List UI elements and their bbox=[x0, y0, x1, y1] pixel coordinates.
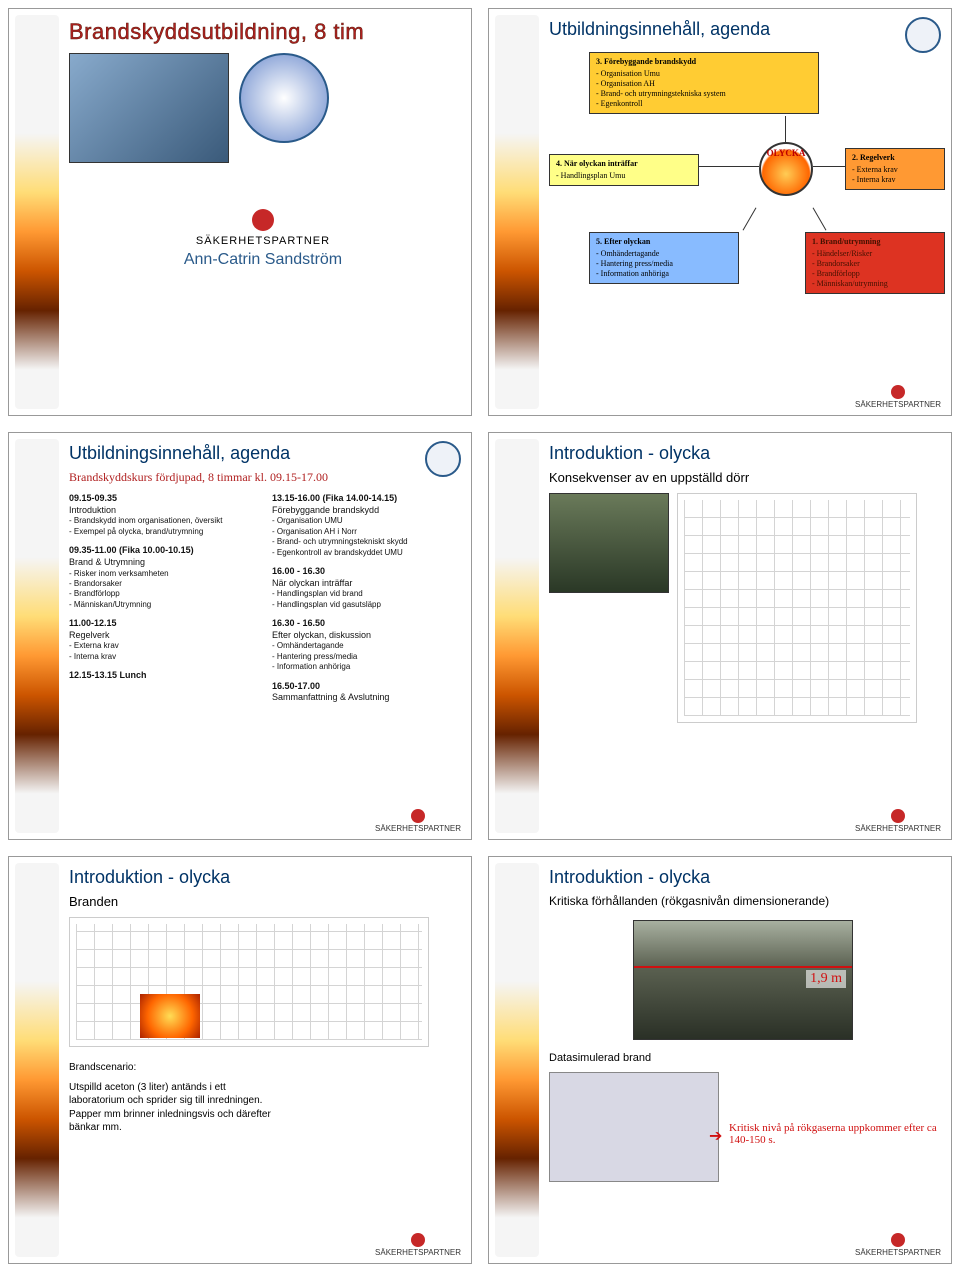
partner-label: SÄKERHETSPARTNER bbox=[69, 235, 457, 247]
critical-text: ➔ Kritisk nivå på rökgaserna uppkommer e… bbox=[729, 1122, 937, 1146]
simulation-screenshot bbox=[549, 1072, 719, 1182]
slide2-title: Utbildningsinnehåll, agenda bbox=[549, 19, 937, 40]
slide4-sub: Konsekvenser av en uppställd dörr bbox=[549, 470, 937, 485]
schedule-left: 09.15-09.35 Introduktion - Brandskydd in… bbox=[69, 493, 254, 712]
slide-5: Introduktion - olycka Branden Brandscena… bbox=[8, 856, 472, 1264]
slide6-sub: Kritiska förhållanden (rökgasnivån dimen… bbox=[549, 894, 937, 908]
connector bbox=[813, 166, 845, 167]
flow-box-2: 2. Regelverk - Externa krav - Interna kr… bbox=[845, 148, 945, 190]
footer-logo: SÄKERHETSPARTNER bbox=[375, 809, 461, 833]
flow-box-1: 1. Brand/utrymning - Händelser/Risker - … bbox=[805, 232, 945, 294]
arrow-icon: ➔ bbox=[709, 1126, 722, 1146]
schedule: 09.15-09.35 Introduktion - Brandskydd in… bbox=[69, 493, 457, 712]
corridor-photo: 1,9 m bbox=[633, 920, 853, 1040]
footer-logo-icon bbox=[891, 809, 905, 823]
presenter-name: Ann-Catrin Sandström bbox=[69, 251, 457, 269]
sim-label: Datasimulerad brand bbox=[549, 1052, 937, 1064]
flow-hub: OLYCKA bbox=[759, 142, 813, 196]
course-line: Brandskyddskurs fördjupad, 8 timmar kl. … bbox=[69, 470, 457, 485]
connector bbox=[785, 116, 786, 142]
fire-icon bbox=[140, 994, 200, 1038]
footer-logo: SÄKERHETSPARTNER bbox=[855, 385, 941, 409]
connector bbox=[813, 207, 827, 230]
door-photo bbox=[549, 493, 669, 593]
slide1-title: Brandskyddsutbildning, 8 tim bbox=[69, 19, 457, 45]
hub-label: OLYCKA bbox=[767, 148, 806, 158]
connector bbox=[699, 166, 759, 167]
footer-logo: SÄKERHETSPARTNER bbox=[375, 1233, 461, 1257]
flame-strip bbox=[495, 439, 539, 833]
partner-logo-icon bbox=[252, 209, 274, 231]
flame-strip bbox=[495, 863, 539, 1257]
footer-logo: SÄKERHETSPARTNER bbox=[855, 1233, 941, 1257]
footer-logo-icon bbox=[411, 1233, 425, 1247]
flame-strip bbox=[495, 15, 539, 409]
slide4-title: Introduktion - olycka bbox=[549, 443, 937, 464]
flow-box-4: 4. När olyckan inträffar - Handlingsplan… bbox=[549, 154, 699, 186]
slide-6: Introduktion - olycka Kritiska förhållan… bbox=[488, 856, 952, 1264]
footer-logo: SÄKERHETSPARTNER bbox=[855, 809, 941, 833]
scenario-body: Utspilld aceton (3 liter) antänds i ett … bbox=[69, 1081, 279, 1135]
flow-box-3: 3. Förebyggande brandskydd - Organisatio… bbox=[589, 52, 819, 114]
flame-strip bbox=[15, 439, 59, 833]
slide-2: Utbildningsinnehåll, agenda 3. Förebygga… bbox=[488, 8, 952, 416]
footer-logo-icon bbox=[891, 1233, 905, 1247]
flame-strip bbox=[15, 863, 59, 1257]
scenario-heading: Brandscenario: bbox=[69, 1061, 279, 1075]
floorplan-fire bbox=[69, 917, 429, 1047]
slide3-title: Utbildningsinnehåll, agenda bbox=[69, 443, 457, 464]
box3-title: 3. Förebyggande brandskydd bbox=[596, 57, 812, 67]
slide5-sub: Branden bbox=[69, 894, 457, 909]
critical-line bbox=[634, 966, 852, 968]
slide5-title: Introduktion - olycka bbox=[69, 867, 457, 888]
footer-logo-icon bbox=[411, 809, 425, 823]
height-label: 1,9 m bbox=[806, 970, 846, 988]
university-seal-icon bbox=[425, 441, 461, 477]
slide-3: Utbildningsinnehåll, agenda Brandskyddsk… bbox=[8, 432, 472, 840]
connector bbox=[743, 207, 757, 230]
photo-placeholder bbox=[69, 53, 229, 163]
slide6-title: Introduktion - olycka bbox=[549, 867, 937, 888]
flow-box-5: 5. Efter olyckan - Omhändertagande - Han… bbox=[589, 232, 739, 284]
footer-logo-icon bbox=[891, 385, 905, 399]
slide-1: Brandskyddsutbildning, 8 tim SÄKERHETSPA… bbox=[8, 8, 472, 416]
university-seal bbox=[239, 53, 329, 143]
floorplan bbox=[677, 493, 917, 723]
slide-4: Introduktion - olycka Konsekvenser av en… bbox=[488, 432, 952, 840]
schedule-right: 13.15-16.00 (Fika 14.00-14.15) Förebygga… bbox=[272, 493, 457, 712]
flame-strip bbox=[15, 15, 59, 409]
